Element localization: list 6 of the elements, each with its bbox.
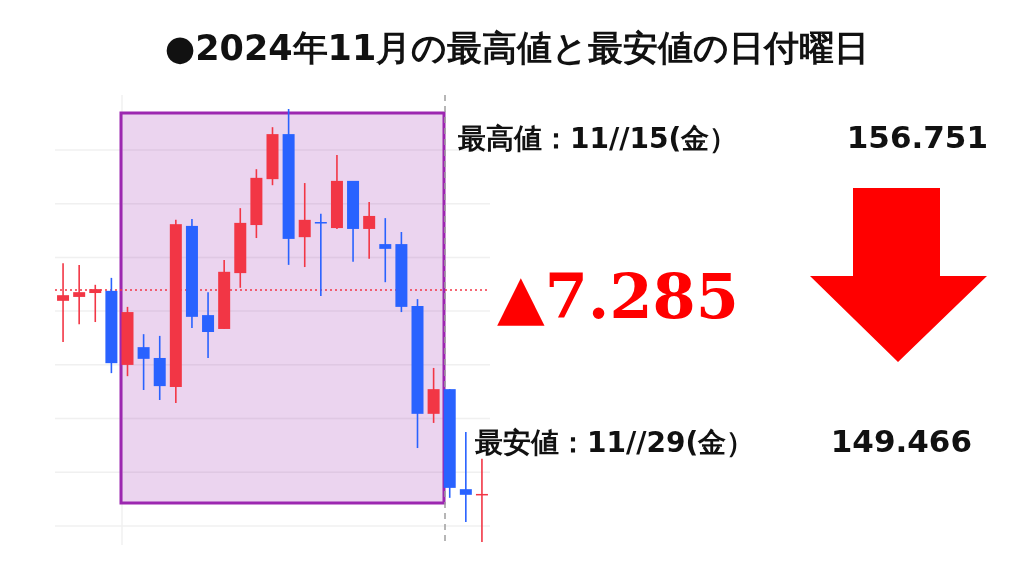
- chart-title: ●2024年11月の最高値と最安値の日付曜日: [164, 28, 870, 68]
- annotation: 最高値：11//15(金）: [458, 122, 738, 155]
- annotation: 149.466: [830, 423, 972, 459]
- annotation: 最安値：11//29(金）: [475, 426, 755, 459]
- annotation: ▲7.285: [497, 260, 739, 333]
- annotation: 156.751: [846, 119, 988, 155]
